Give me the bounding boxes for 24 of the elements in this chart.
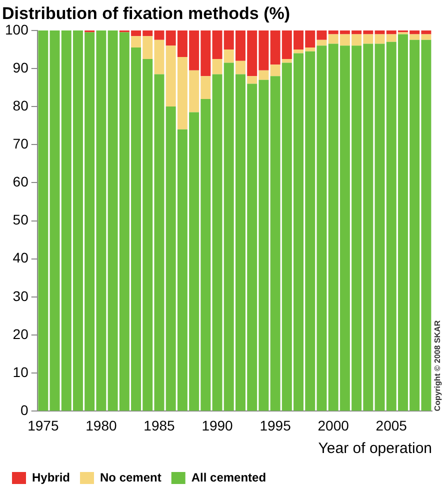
x-tick-label: 1980 xyxy=(86,417,117,434)
x-tick-label: 1985 xyxy=(144,417,176,434)
y-tick-label: 80 xyxy=(12,97,29,114)
y-tick-label: 20 xyxy=(12,326,29,342)
y-tick-label: 50 xyxy=(12,212,29,228)
chart-title: Distribution of fixation methods (%) xyxy=(2,4,290,23)
x-tick-label: 1975 xyxy=(28,417,59,434)
y-tick-label: 90 xyxy=(12,59,29,76)
y-tick-label: 0 xyxy=(20,402,29,418)
x-tick-label: 1995 xyxy=(260,417,292,434)
legend-label: All cemented xyxy=(191,470,266,484)
y-tick-label: 100 xyxy=(5,21,29,38)
y-tick-label: 30 xyxy=(12,288,29,304)
legend-label: Hybrid xyxy=(32,470,70,484)
x-axis-title: Year of operation xyxy=(318,440,432,458)
text: Copyright © 2008 SKAR xyxy=(433,320,442,412)
y-tick-label: 10 xyxy=(12,364,29,380)
y-tick-label: 40 xyxy=(12,250,29,266)
x-tick-label: 2000 xyxy=(318,417,350,434)
legend-label: No cement xyxy=(100,470,162,484)
x-tick-label: 2005 xyxy=(376,417,408,434)
y-tick-label: 70 xyxy=(12,136,29,152)
x-tick-label: 1990 xyxy=(202,417,234,434)
y-tick-label: 60 xyxy=(12,174,29,190)
